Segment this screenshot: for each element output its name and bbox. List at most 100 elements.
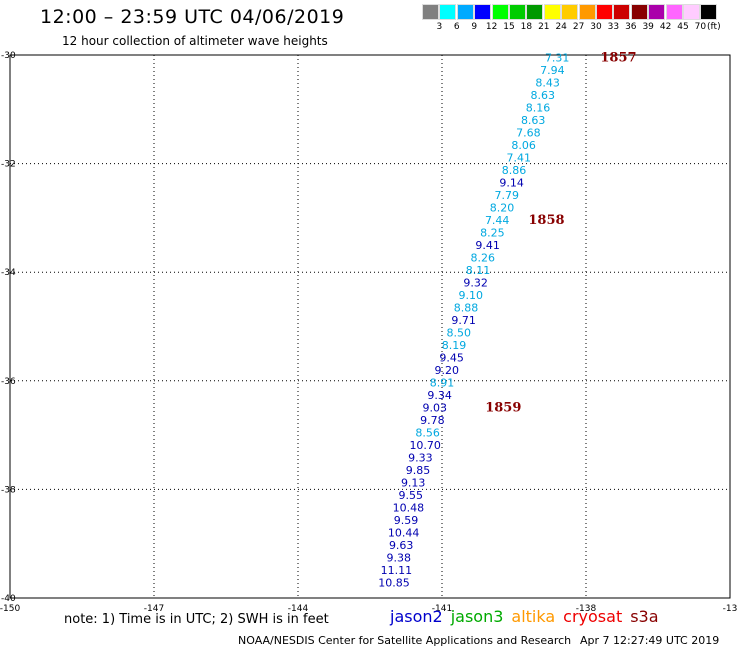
legend-bin-label: 12 — [485, 22, 498, 32]
legend-swatch — [491, 4, 509, 20]
wave-height-point: 9.03 — [423, 401, 448, 414]
legend-swatch — [561, 4, 579, 20]
legend-swatch — [700, 4, 718, 20]
y-tick-label: -32 — [1, 160, 16, 170]
legend-swatch — [422, 4, 439, 20]
credit-line: NOAA/NESDIS Center for Satellite Applica… — [238, 634, 572, 647]
x-tick-label: -13 — [723, 604, 738, 614]
satellite-name: jason2 — [390, 607, 443, 626]
wave-height-point: 8.11 — [466, 264, 491, 277]
chart-subtitle: 12 hour collection of altimeter wave hei… — [62, 34, 328, 48]
legend-swatch — [543, 4, 561, 20]
wave-height-point: 9.78 — [420, 414, 445, 427]
legend-bin-label: 9 — [471, 22, 478, 32]
legend-bin-label: 18 — [520, 22, 533, 32]
legend-swatch — [596, 4, 613, 20]
wave-height-point: 7.44 — [485, 214, 510, 227]
wave-height-point: 9.20 — [435, 364, 460, 377]
wave-height-point: 8.88 — [454, 301, 479, 314]
legend-bin-label: 36 — [625, 22, 637, 32]
legend-bin-label: 33 — [607, 22, 620, 32]
legend-bin-label: 3 — [436, 22, 443, 32]
wave-height-point: 9.85 — [406, 464, 431, 477]
legend-unit-label: (ft) — [707, 22, 721, 32]
wave-height-point: 8.20 — [490, 202, 515, 215]
legend-swatch — [630, 4, 648, 20]
legend-bin-label: 21 — [538, 22, 550, 32]
satellite-legend: jason2 jason3 altika cryosat s3a — [390, 607, 667, 626]
wave-height-point: 7.41 — [507, 152, 532, 165]
legend-swatch — [474, 4, 492, 20]
chart-title: 12:00 – 23:59 UTC 04/06/2019 — [40, 6, 345, 28]
wave-height-point: 10.70 — [409, 439, 441, 452]
legend-bin-label: 42 — [659, 22, 672, 32]
footer-note: note: 1) Time is in UTC; 2) SWH is in fe… — [64, 612, 329, 627]
wave-height-point: 8.16 — [526, 102, 551, 115]
time-label: 1859 — [485, 400, 521, 415]
legend-swatch — [509, 4, 526, 20]
legend-bin-label: 39 — [642, 22, 654, 32]
legend-bin-label: 45 — [677, 22, 689, 32]
wave-height-point: 9.59 — [394, 514, 419, 527]
wave-height-point: 10.48 — [393, 501, 425, 514]
time-label: 1857 — [600, 51, 636, 66]
y-tick-label: -36 — [1, 377, 16, 387]
satellite-name: s3a — [630, 607, 659, 626]
wave-height-point: 7.68 — [516, 127, 541, 140]
satellite-name: jason3 — [450, 607, 504, 626]
wave-height-point: 7.31 — [545, 52, 570, 65]
wave-height-point: 8.56 — [415, 426, 440, 439]
generated-timestamp: Apr 7 12:27:49 UTC 2019 — [580, 634, 720, 647]
wave-height-point: 7.79 — [495, 189, 520, 202]
legend-bin-label: 27 — [572, 22, 585, 32]
wave-height-point: 9.41 — [475, 239, 500, 252]
legend-swatch — [578, 4, 596, 20]
satellite-name: altika — [511, 607, 556, 626]
wave-height-point: 9.33 — [408, 451, 433, 464]
wave-height-point: 10.44 — [388, 526, 420, 539]
wave-height-point: 8.26 — [471, 252, 496, 265]
wave-height-point: 8.06 — [511, 139, 536, 152]
wave-height-point: 8.19 — [442, 339, 467, 352]
time-label: 1858 — [528, 213, 564, 228]
wave-height-point: 9.10 — [459, 289, 484, 302]
legend-swatch — [526, 4, 544, 20]
wave-height-point: 9.45 — [439, 351, 464, 364]
wave-height-point: 9.63 — [389, 539, 414, 552]
plot-frame — [9, 54, 731, 599]
x-tick-label: -150 — [0, 604, 20, 614]
wave-height-point: 9.13 — [401, 476, 426, 489]
satellite-name: cryosat — [563, 607, 623, 626]
legend-swatch — [439, 4, 457, 20]
y-tick-label: -34 — [1, 268, 16, 278]
wave-height-point: 8.91 — [430, 376, 455, 389]
y-tick-label: -40 — [1, 594, 16, 604]
wave-height-point: 8.25 — [480, 227, 505, 240]
legend-bin-label: 6 — [453, 22, 460, 32]
x-tick-label: -144 — [288, 604, 309, 614]
wave-height-point: 8.50 — [447, 326, 472, 339]
legend-swatch — [665, 4, 683, 20]
wave-height-point: 8.43 — [535, 77, 560, 90]
wave-height-point: 9.34 — [427, 389, 452, 402]
legend-swatch — [456, 4, 474, 20]
wave-height-point: 9.71 — [451, 314, 476, 327]
wave-height-point: 8.63 — [531, 89, 556, 102]
wave-height-point: 9.55 — [399, 489, 424, 502]
legend-swatch — [613, 4, 631, 20]
x-tick-label: -138 — [576, 604, 597, 614]
wave-height-point: 9.32 — [463, 277, 488, 290]
legend-bin-label: 24 — [555, 22, 567, 32]
wave-height-point: 10.85 — [378, 576, 410, 589]
y-tick-label: -30 — [1, 51, 16, 61]
wave-height-point: 11.11 — [381, 564, 413, 577]
wave-height-point: 9.14 — [499, 177, 524, 190]
legend-bin-label: 15 — [503, 22, 515, 32]
legend-swatch — [648, 4, 666, 20]
legend-bin-label: 30 — [590, 22, 602, 32]
y-tick-label: -38 — [1, 485, 16, 495]
wave-height-point: 8.86 — [502, 164, 527, 177]
x-tick-label: -141 — [432, 604, 452, 614]
legend-swatch — [683, 4, 700, 20]
